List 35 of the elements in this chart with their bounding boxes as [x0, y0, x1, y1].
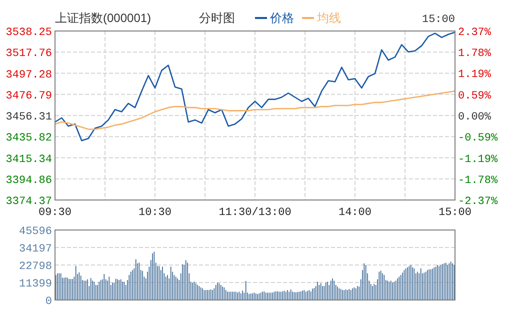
y-tick-label: 45596 [18, 226, 52, 238]
x-tick-label: 15:00 [438, 207, 472, 219]
y-tick-label: 3456.31 [6, 112, 52, 124]
y-tick-label: 11399 [18, 278, 52, 290]
y2-tick-label: 0.59% [458, 90, 492, 102]
y-tick-label: 22798 [18, 261, 52, 273]
x-tick-label: 09:30 [38, 207, 72, 219]
legend-label: 均线 [316, 11, 341, 25]
y2-tick-label: -1.19% [458, 154, 498, 166]
y2-tick-label: 1.78% [458, 48, 492, 60]
y-tick-label: 3374.37 [6, 196, 52, 208]
y-tick-label: 3538.25 [6, 27, 52, 39]
y2-tick-label: 0.00% [458, 112, 492, 124]
y2-tick-label: -2.37% [458, 196, 498, 208]
y2-tick-label: -1.78% [458, 174, 498, 187]
legend-label: 价格 [269, 11, 294, 25]
y-tick-label: 3497.28 [6, 69, 52, 82]
text: 15:00 [422, 14, 455, 26]
y-tick-label: 0 [45, 296, 52, 308]
y2-tick-label: 1.19% [458, 69, 492, 82]
line-series [54, 90, 456, 130]
x-tick-label: 10:30 [138, 207, 172, 219]
y-tick-label: 3415.34 [6, 154, 52, 166]
chart-title: 上证指数(000001) [55, 11, 152, 25]
y2-tick-label: 2.37% [458, 27, 492, 39]
x-tick-label: 14:00 [338, 207, 372, 219]
x-tick-label: 11:30/13:00 [218, 207, 292, 219]
y2-tick-label: -0.59% [458, 132, 498, 145]
y-tick-label: 34197 [18, 244, 52, 256]
y-tick-label: 3435.82 [6, 132, 52, 145]
y-tick-label: 3476.79 [6, 90, 52, 102]
line-series [54, 32, 456, 142]
y-tick-label: 3517.76 [6, 48, 52, 60]
chart-subtitle: 分时图 [199, 11, 235, 25]
y-tick-label: 3394.86 [6, 174, 52, 187]
